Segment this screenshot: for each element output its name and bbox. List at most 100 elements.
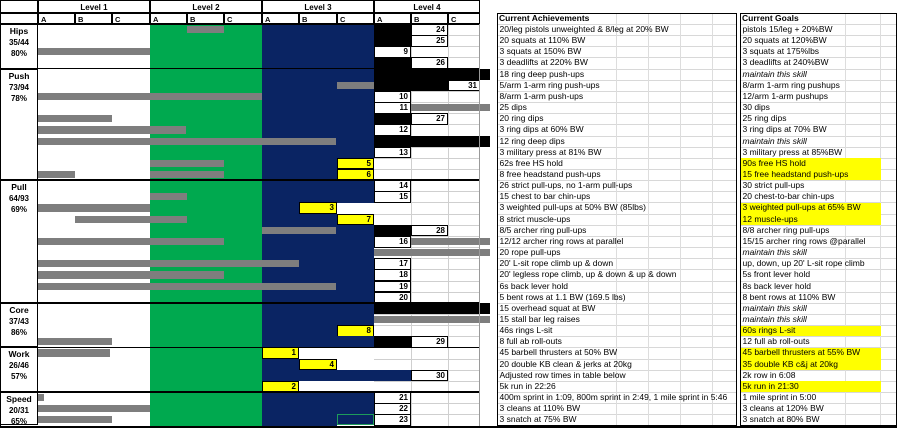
grid-cell: [224, 213, 262, 226]
priority-number-cell[interactable]: 17: [374, 258, 411, 270]
grid-cell: [262, 102, 299, 114]
achievement-text: 18 ring deep push-ups: [499, 68, 585, 79]
priority-number-cell[interactable]: 10: [374, 90, 411, 103]
grid-cell: [262, 35, 299, 47]
grid-cell: [187, 347, 224, 360]
priority-number-cell[interactable]: 9: [374, 46, 411, 58]
achievement-text: 3 snatch at 75% BW: [499, 414, 577, 425]
grid-cell: [187, 325, 224, 337]
achievement-text: 5 bent rows at 1.1 BW (169.5 lbs): [499, 291, 626, 302]
gridline-row: [374, 102, 480, 103]
grid-cell: [224, 102, 262, 114]
goal-text: 3 squats at 175%lbs: [742, 46, 820, 57]
grid-cell-complete: [411, 302, 448, 315]
gridline-row: [740, 414, 897, 416]
grid-cell: [224, 291, 262, 304]
grid-cell: [187, 35, 224, 47]
goal-highlight: [741, 158, 881, 169]
goal-text: 30 dips: [742, 102, 770, 113]
grid-cell-complete: [411, 135, 448, 148]
priority-number-cell[interactable]: 24: [411, 24, 448, 36]
grid-cell-selected[interactable]: [337, 414, 374, 426]
gridline-row: [497, 224, 737, 226]
progress-bar: [411, 104, 490, 112]
gridline-row: [374, 280, 480, 282]
grid-cell-complete: [374, 68, 411, 81]
priority-number-cell[interactable]: 5: [337, 157, 374, 170]
priority-number-cell[interactable]: 3: [299, 202, 337, 215]
grid-cell: [337, 247, 374, 259]
grid-cell: [224, 235, 262, 248]
grid-cell: [337, 68, 374, 81]
goal-text: 45 barbell thrusters at 55% BW: [742, 347, 861, 358]
priority-number-cell[interactable]: 7: [337, 213, 374, 226]
block-divider: [0, 179, 480, 181]
category-name: Hips: [9, 26, 29, 36]
priority-number-cell[interactable]: 23: [374, 414, 411, 426]
goal-text: 15/15 archer ring rows @parallel: [742, 235, 866, 246]
progress-bar: [337, 81, 374, 89]
gridline-row: [497, 202, 737, 204]
grid-cell: [224, 202, 262, 215]
goal-text: 20 squats at 120%BW: [742, 35, 827, 46]
priority-number-cell[interactable]: 12: [374, 124, 411, 137]
achievement-text: 20 ring dips: [499, 113, 544, 124]
progress-bar: [38, 282, 336, 290]
progress-bar: [75, 215, 187, 223]
priority-number-cell[interactable]: 27: [411, 113, 448, 125]
priority-number-cell[interactable]: 11: [374, 102, 411, 114]
grid-cell: [262, 191, 299, 203]
grid-cell: [337, 46, 374, 58]
grid-cell: [337, 302, 374, 315]
gridline-row: [497, 325, 737, 326]
priority-number-cell[interactable]: 18: [374, 269, 411, 281]
goal-text: maintain this skill: [742, 313, 807, 324]
progress-bar: [374, 249, 490, 257]
gridline-row: [497, 347, 737, 349]
grid-cell: [187, 336, 224, 348]
goal-text: 35 double KB c&j at 20kg: [742, 358, 838, 369]
achievements-title: Current Achievements: [499, 13, 590, 23]
grid-cell-complete: [448, 68, 490, 81]
grid-cell: [224, 68, 262, 81]
gridline-row: [374, 403, 480, 404]
priority-number-cell[interactable]: 16: [374, 235, 411, 248]
priority-number-cell[interactable]: 28: [411, 224, 448, 237]
gridline-row: [374, 258, 480, 259]
grid-cell-complete: [374, 79, 411, 92]
grid-cell: [224, 347, 262, 360]
priority-number-cell[interactable]: 31: [448, 79, 480, 92]
grid-cell: [224, 79, 262, 92]
grid-cell: [299, 369, 337, 382]
grid-cell: [262, 202, 299, 215]
gridline-row: [497, 258, 737, 259]
progress-bar: [411, 237, 490, 246]
achievement-text: 8/5 archer ring pull-ups: [499, 224, 587, 235]
priority-number-cell[interactable]: 14: [374, 180, 411, 192]
grid-cell: [224, 157, 262, 170]
priority-number-cell[interactable]: 1: [262, 347, 299, 360]
priority-number-cell[interactable]: 30: [411, 369, 448, 382]
priority-number-cell[interactable]: 21: [374, 392, 411, 404]
grid-cell: [224, 313, 262, 326]
priority-number-cell[interactable]: 4: [299, 358, 337, 371]
category-name: Speed: [6, 394, 32, 405]
priority-number-cell[interactable]: 13: [374, 146, 411, 159]
goals-table-frame: [740, 13, 897, 426]
gridline-row: [497, 79, 737, 81]
gridline-row: [740, 235, 897, 237]
gridline-row: [740, 280, 897, 282]
grid-cell: [150, 313, 187, 326]
priority-number-cell[interactable]: 15: [374, 191, 411, 203]
grid-cell-complete: [374, 135, 411, 148]
gridline-col: [712, 13, 713, 426]
priority-number-cell[interactable]: 25: [411, 35, 448, 47]
achievement-text: 12/12 archer ring rows at parallel: [499, 235, 624, 246]
priority-number-cell[interactable]: 8: [337, 325, 374, 337]
progress-bar: [38, 349, 110, 357]
grid-cell: [299, 146, 337, 159]
priority-number-cell[interactable]: 22: [374, 403, 411, 415]
priority-number-cell[interactable]: 19: [374, 280, 411, 293]
grid-cell: [150, 291, 187, 304]
category-score: 73/94: [8, 82, 30, 92]
